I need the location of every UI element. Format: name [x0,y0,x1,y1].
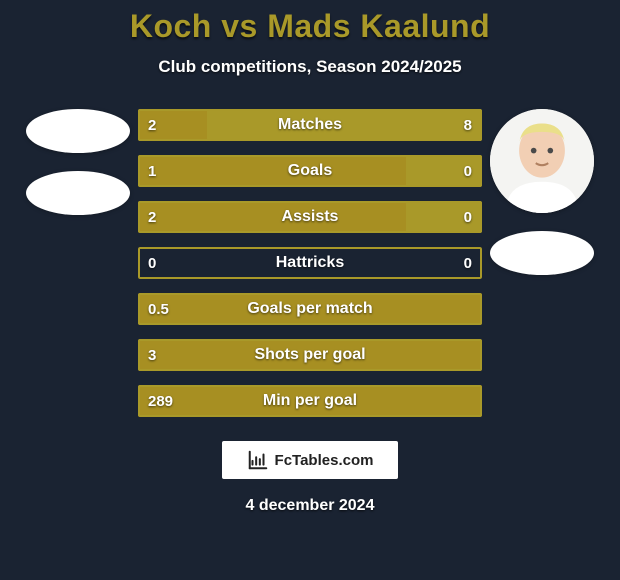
stat-label: Assists [138,201,482,233]
player-left-avatar-placeholder [26,109,130,153]
stat-bar: 28Matches [138,109,482,141]
stat-bar: 289Min per goal [138,385,482,417]
subtitle: Club competitions, Season 2024/2025 [158,57,461,77]
main-row: 28Matches 10Goals 20Assists 00Hattricks 0.5G… [0,109,620,417]
title-right: Mads Kaalund [267,8,490,44]
player-left-club-placeholder [26,171,130,215]
chart-icon [247,449,269,471]
branding-text: FcTables.com [275,452,374,469]
branding-badge: FcTables.com [222,441,398,479]
page-title: Koch vs Mads Kaalund [130,8,490,45]
player-left-column [18,109,138,215]
stat-bar: 00Hattricks [138,247,482,279]
stat-bars: 28Matches 10Goals 20Assists 00Hattricks 0.5G… [138,109,482,417]
stat-label: Shots per goal [138,339,482,371]
stat-bar: 0.5Goals per match [138,293,482,325]
stat-bar: 3Shots per goal [138,339,482,371]
player-right-column [482,109,602,275]
title-left: Koch [130,8,212,44]
stat-bar: 20Assists [138,201,482,233]
stat-label: Goals per match [138,293,482,325]
stat-label: Goals [138,155,482,187]
player-right-avatar [490,109,594,213]
player-right-portrait-icon [490,109,594,213]
stat-bar: 10Goals [138,155,482,187]
stat-label: Hattricks [138,247,482,279]
stat-label: Matches [138,109,482,141]
comparison-card: Koch vs Mads Kaalund Club competitions, … [0,0,620,580]
player-right-club-placeholder [490,231,594,275]
title-vs: vs [221,8,258,44]
date-text: 4 december 2024 [246,497,375,515]
stat-label: Min per goal [138,385,482,417]
